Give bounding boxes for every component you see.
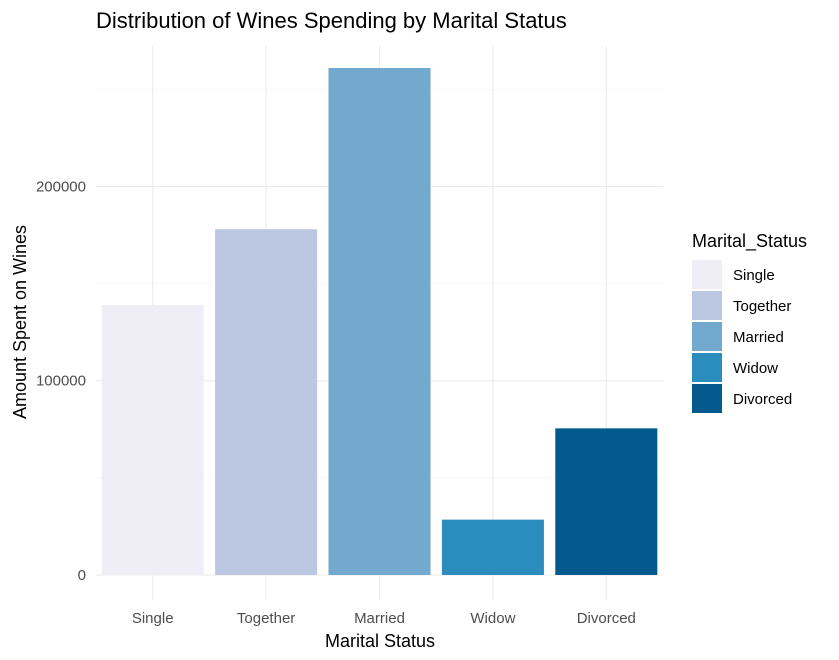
y-tick-label: 200000 xyxy=(36,178,86,195)
x-tick-label: Together xyxy=(237,610,295,627)
x-axis-ticks: Single Together Married Widow Divorced xyxy=(132,610,636,627)
x-tick-label: Divorced xyxy=(577,610,636,627)
x-tick-label: Married xyxy=(354,610,405,627)
bar-single xyxy=(101,304,204,575)
x-tick-label: Single xyxy=(132,610,174,627)
legend-title: Marital_Status xyxy=(692,231,807,252)
bar-widow xyxy=(441,519,544,575)
legend-label: Widow xyxy=(733,360,778,377)
y-tick-label: 0 xyxy=(78,567,86,584)
y-tick-label: 100000 xyxy=(36,373,86,390)
legend: Marital_Status Single Together Married Wido… xyxy=(692,231,807,413)
legend-label: Married xyxy=(733,329,784,346)
legend-key-married xyxy=(692,322,722,351)
x-tick-label: Widow xyxy=(470,610,515,627)
y-axis-ticks: 0 100000 200000 xyxy=(36,178,86,584)
bars xyxy=(101,68,658,575)
bar-together xyxy=(215,229,318,575)
legend-key-together xyxy=(692,291,722,320)
legend-key-divorced xyxy=(692,384,722,413)
x-axis-title: Marital Status xyxy=(325,631,435,651)
legend-key-widow xyxy=(692,353,722,382)
legend-label: Divorced xyxy=(733,391,792,408)
bar-married xyxy=(328,68,431,575)
legend-label: Single xyxy=(733,267,775,284)
bar-divorced xyxy=(555,428,658,575)
chart-title: Distribution of Wines Spending by Marita… xyxy=(96,8,567,33)
legend-key-single xyxy=(692,260,722,289)
legend-label: Together xyxy=(733,298,791,315)
y-axis-title: Amount Spent on Wines xyxy=(10,225,30,419)
